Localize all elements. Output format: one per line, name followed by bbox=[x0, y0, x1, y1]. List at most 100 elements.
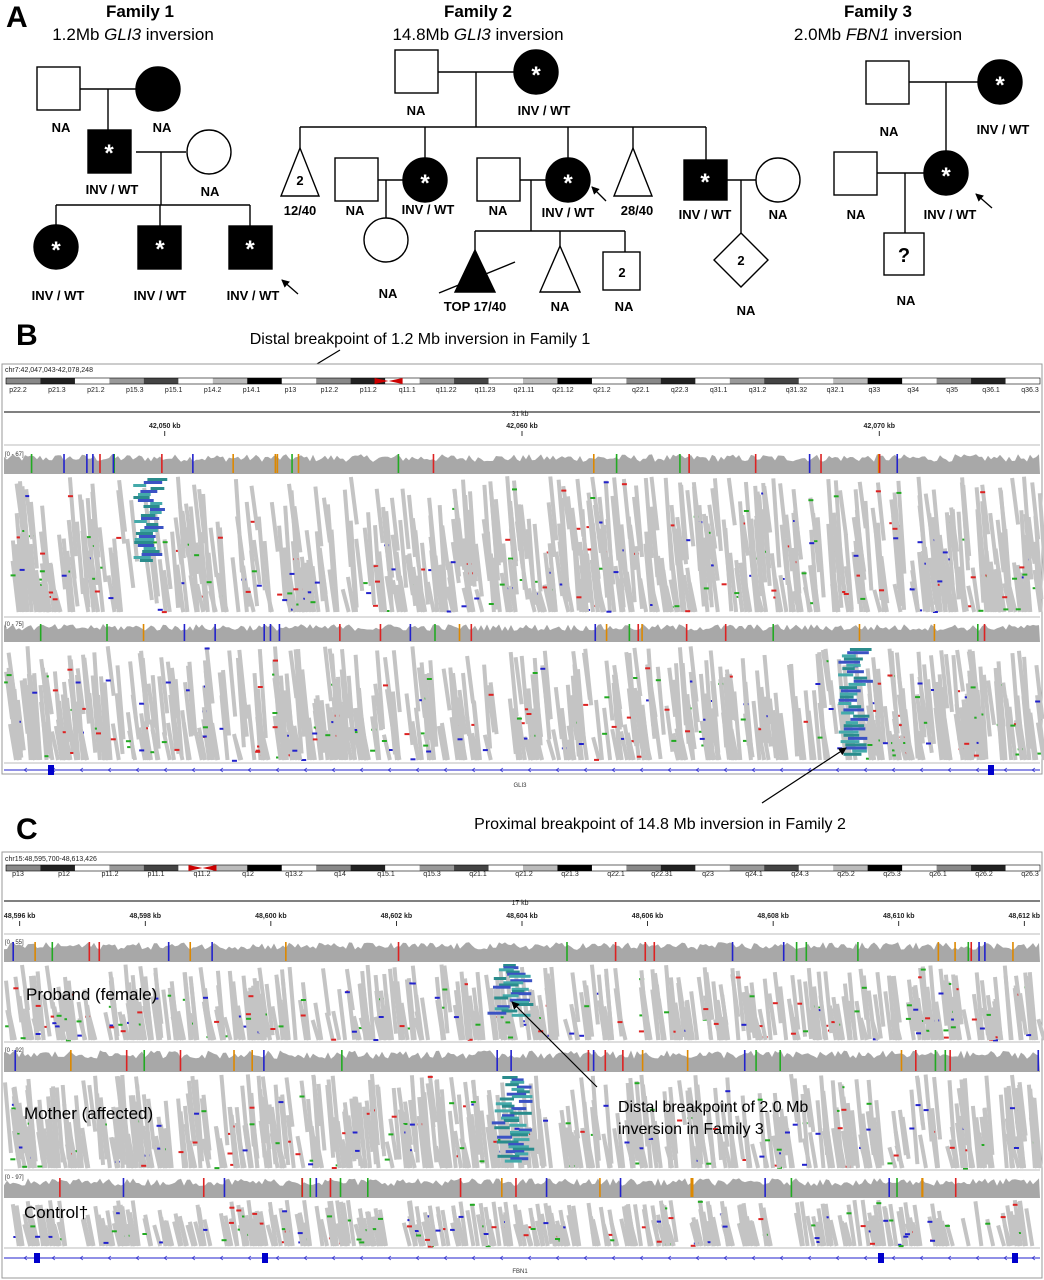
read-mismatch bbox=[270, 1028, 276, 1030]
aligned-read bbox=[217, 672, 228, 733]
aligned-read bbox=[295, 1135, 306, 1169]
read-mismatch bbox=[1035, 752, 1041, 755]
aligned-read bbox=[650, 1205, 661, 1247]
aligned-read bbox=[451, 518, 462, 577]
aligned-read bbox=[656, 1001, 667, 1041]
aligned-read bbox=[195, 1204, 206, 1247]
aligned-read bbox=[841, 995, 852, 1041]
aligned-read bbox=[570, 972, 581, 1023]
aligned-read bbox=[823, 971, 834, 1034]
read-mismatch bbox=[540, 667, 546, 670]
aligned-read bbox=[67, 477, 78, 557]
coverage-variant bbox=[779, 1050, 781, 1071]
aligned-read bbox=[80, 1135, 91, 1169]
breakpoint-read bbox=[846, 663, 861, 667]
aligned-read bbox=[576, 579, 587, 613]
aligned-read bbox=[251, 539, 262, 585]
aligned-read bbox=[246, 704, 257, 761]
aligned-read bbox=[792, 1078, 803, 1143]
read-mismatch bbox=[528, 1226, 534, 1229]
aligned-read bbox=[526, 688, 537, 761]
aligned-read bbox=[953, 975, 964, 1025]
aligned-read bbox=[820, 1203, 831, 1247]
f2-male-na: NA bbox=[615, 299, 634, 314]
aligned-read bbox=[62, 681, 72, 742]
aligned-read bbox=[197, 488, 208, 544]
aligned-read bbox=[942, 548, 953, 592]
read-mismatch bbox=[214, 1020, 220, 1023]
strand-chevron bbox=[471, 767, 476, 773]
aligned-read bbox=[452, 489, 463, 567]
aligned-read bbox=[709, 535, 720, 581]
aligned-read bbox=[361, 1217, 372, 1247]
aligned-read bbox=[932, 1076, 943, 1140]
read-mismatch bbox=[803, 720, 809, 723]
aligned-read bbox=[687, 1087, 698, 1128]
gene-exon bbox=[878, 1253, 884, 1263]
read-mismatch bbox=[352, 1131, 358, 1134]
read-mismatch bbox=[898, 1245, 904, 1248]
aligned-read bbox=[706, 731, 717, 761]
read-mismatch bbox=[906, 1004, 912, 1007]
aligned-read bbox=[87, 1016, 98, 1041]
coverage-variant bbox=[949, 1050, 951, 1071]
aligned-read bbox=[919, 556, 930, 613]
aligned-read bbox=[321, 497, 332, 543]
coverage-variant bbox=[12, 942, 15, 961]
read-mismatch bbox=[1022, 573, 1028, 576]
aligned-read bbox=[705, 1201, 716, 1247]
ideogram-band bbox=[316, 865, 352, 871]
aligned-read bbox=[120, 1206, 131, 1247]
read-mismatch bbox=[426, 750, 432, 753]
read-mismatch bbox=[16, 536, 22, 539]
read-mismatch bbox=[893, 1154, 899, 1157]
aligned-read bbox=[365, 964, 376, 1041]
aligned-read bbox=[384, 993, 395, 1041]
band-label: q32.1 bbox=[827, 387, 845, 394]
aligned-read bbox=[378, 1209, 388, 1247]
aligned-read bbox=[568, 695, 579, 740]
aligned-read bbox=[313, 1002, 324, 1041]
aligned-read bbox=[112, 538, 123, 613]
aligned-read bbox=[442, 965, 453, 1013]
aligned-read bbox=[981, 674, 992, 737]
read-mismatch bbox=[285, 1140, 291, 1143]
breakpoint-read bbox=[133, 496, 150, 499]
aligned-read bbox=[157, 676, 168, 737]
aligned-read bbox=[871, 1117, 882, 1169]
read-mismatch bbox=[808, 499, 814, 502]
aligned-read bbox=[499, 572, 510, 613]
band-label: q22.1 bbox=[607, 871, 625, 878]
aligned-read bbox=[374, 488, 385, 544]
read-mismatch bbox=[312, 738, 318, 741]
strand-chevron bbox=[359, 1255, 364, 1261]
aligned-read bbox=[461, 672, 471, 736]
breakpoint-read bbox=[847, 651, 869, 655]
aligned-read bbox=[134, 1140, 145, 1169]
aligned-read bbox=[793, 696, 804, 761]
aligned-read bbox=[325, 703, 336, 761]
aligned-read bbox=[51, 1086, 61, 1169]
aligned-read bbox=[566, 725, 577, 761]
read-mismatch bbox=[354, 731, 360, 734]
read-mismatch bbox=[388, 1133, 394, 1136]
svg-text:*: * bbox=[700, 169, 710, 196]
aligned-read bbox=[995, 519, 1006, 573]
read-mismatch bbox=[646, 699, 652, 702]
coverage-variant bbox=[795, 942, 798, 961]
aligned-read bbox=[926, 679, 936, 745]
coverage-variant bbox=[106, 624, 108, 641]
read-mismatch bbox=[293, 588, 299, 591]
read-mismatch bbox=[434, 996, 440, 999]
read-mismatch bbox=[161, 741, 167, 744]
ruler-tick-label: 48,610 kb bbox=[883, 913, 915, 920]
aligned-read bbox=[923, 1074, 934, 1142]
read-mismatch bbox=[249, 520, 255, 523]
read-mismatch bbox=[521, 1023, 527, 1026]
breakpoint-read bbox=[511, 990, 525, 993]
coverage-variant bbox=[937, 942, 940, 961]
read-mismatch bbox=[420, 568, 426, 571]
aligned-read bbox=[787, 664, 797, 720]
strand-chevron bbox=[639, 767, 644, 773]
aligned-read bbox=[590, 1106, 600, 1169]
